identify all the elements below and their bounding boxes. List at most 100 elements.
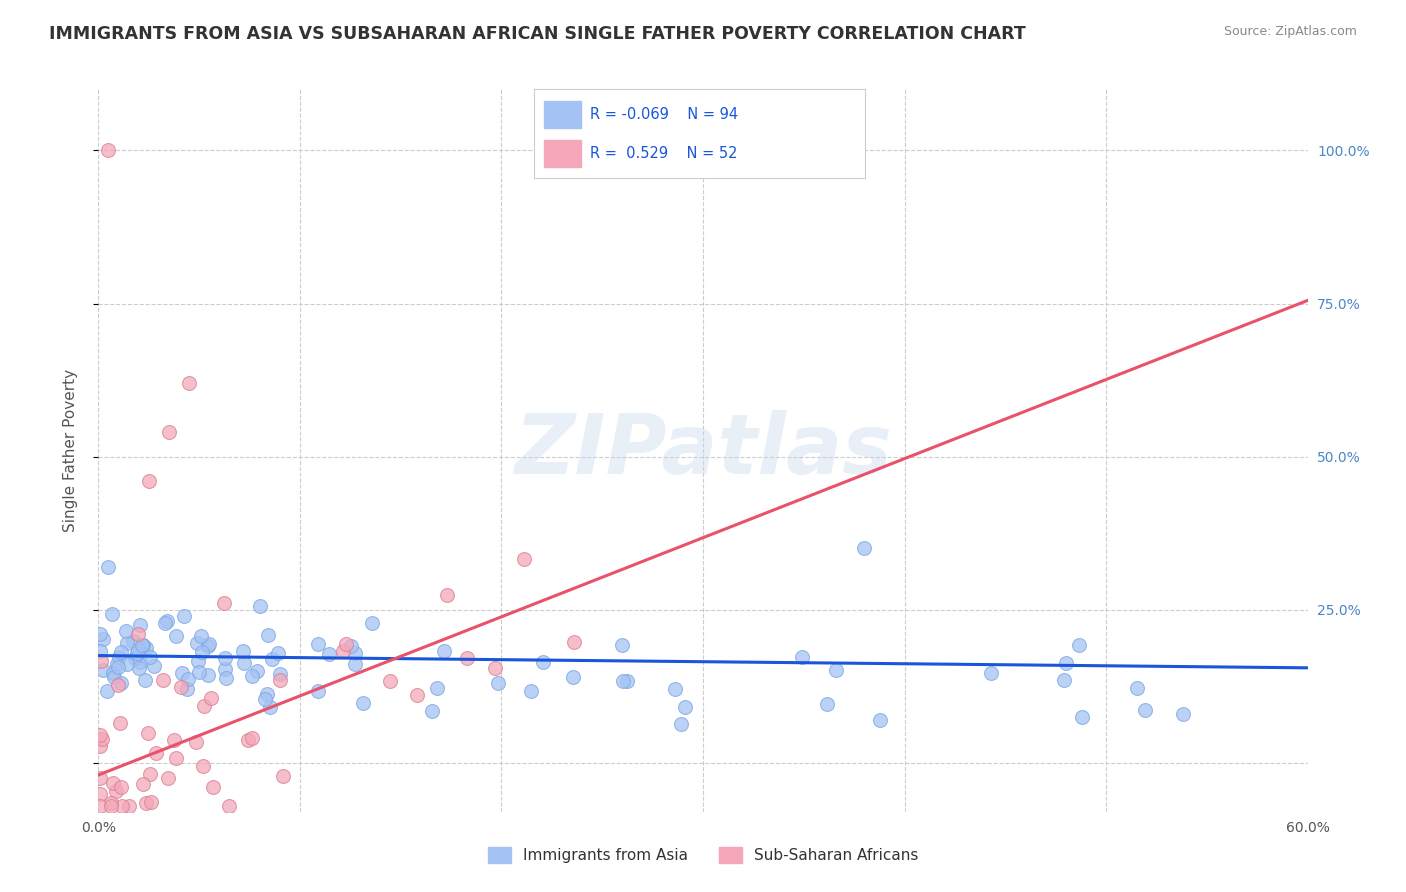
Point [127,642,149,657]
Point [103,776,125,790]
Point [378,673,401,688]
Point [91,663,114,677]
Point [139,767,162,781]
Point [100,798,122,813]
Point [1069,638,1091,652]
Legend: Immigrants from Asia, Sub-Saharan Africans: Immigrants from Asia, Sub-Saharan Africa… [482,841,924,869]
Point [520,684,543,698]
Point [165,750,187,764]
Point [673,699,696,714]
Point [118,798,141,813]
Point [132,777,155,791]
Point [110,780,132,794]
Point [187,654,209,668]
Point [172,665,194,680]
Point [343,657,366,672]
Text: R = -0.069    N = 94: R = -0.069 N = 94 [591,107,738,121]
Point [232,644,254,658]
Point [89,643,111,657]
Point [343,646,366,660]
Point [173,608,195,623]
Point [89,627,111,641]
Point [138,474,160,488]
Point [318,647,340,661]
Point [90,654,112,668]
Text: Source: ZipAtlas.com: Source: ZipAtlas.com [1223,25,1357,38]
Bar [544,101,581,128]
Point [129,655,152,669]
Point [193,699,215,714]
Point [610,638,633,652]
Point [89,771,111,785]
Point [122,633,145,648]
Point [436,588,458,602]
Point [200,690,222,705]
Point [1171,706,1194,721]
Point [238,733,260,747]
Point [124,651,146,665]
Point [198,637,221,651]
Point [190,629,212,643]
Point [138,726,160,740]
Point [108,716,131,731]
Point [197,639,219,653]
Point [562,635,585,649]
Point [361,616,384,631]
Point [142,659,165,673]
Point [259,699,281,714]
Point [242,731,264,745]
Point [271,769,294,783]
Point [156,771,179,785]
Point [145,746,167,760]
Point [332,644,354,658]
Point [134,673,156,687]
Point [214,596,236,610]
Point [190,645,212,659]
Point [214,662,236,676]
Point [339,639,361,653]
Point [89,739,111,754]
Point [107,660,129,674]
Point [664,681,686,696]
Point [100,796,122,810]
Point [187,665,209,679]
Point [266,646,288,660]
Point [186,735,208,749]
Point [335,637,357,651]
Point [115,657,138,671]
Point [307,683,329,698]
Point [1071,709,1094,723]
Point [197,668,219,682]
Point [101,665,124,680]
Point [792,649,814,664]
Text: ZIPatlas: ZIPatlas [515,410,891,491]
Point [561,670,583,684]
Point [240,669,263,683]
Point [232,656,254,670]
Point [269,666,291,681]
Point [531,655,554,669]
Point [980,665,1002,680]
Point [128,661,150,675]
Point [1053,673,1076,687]
Point [156,614,179,628]
Text: IMMIGRANTS FROM ASIA VS SUBSAHARAN AFRICAN SINGLE FATHER POVERTY CORRELATION CHA: IMMIGRANTS FROM ASIA VS SUBSAHARAN AFRIC… [49,25,1026,43]
Point [97,559,120,574]
Point [89,728,111,742]
Point [105,657,128,671]
Point [117,636,139,650]
Point [486,675,509,690]
Point [262,651,284,665]
Y-axis label: Single Father Poverty: Single Father Poverty [63,369,77,532]
Point [139,649,162,664]
Point [131,638,153,652]
Point [115,624,138,638]
Point [246,664,269,678]
Point [214,651,236,665]
Point [869,713,891,727]
Point [612,674,634,689]
Point [352,696,374,710]
Point [101,607,124,621]
Point [815,697,838,711]
Point [186,635,208,649]
